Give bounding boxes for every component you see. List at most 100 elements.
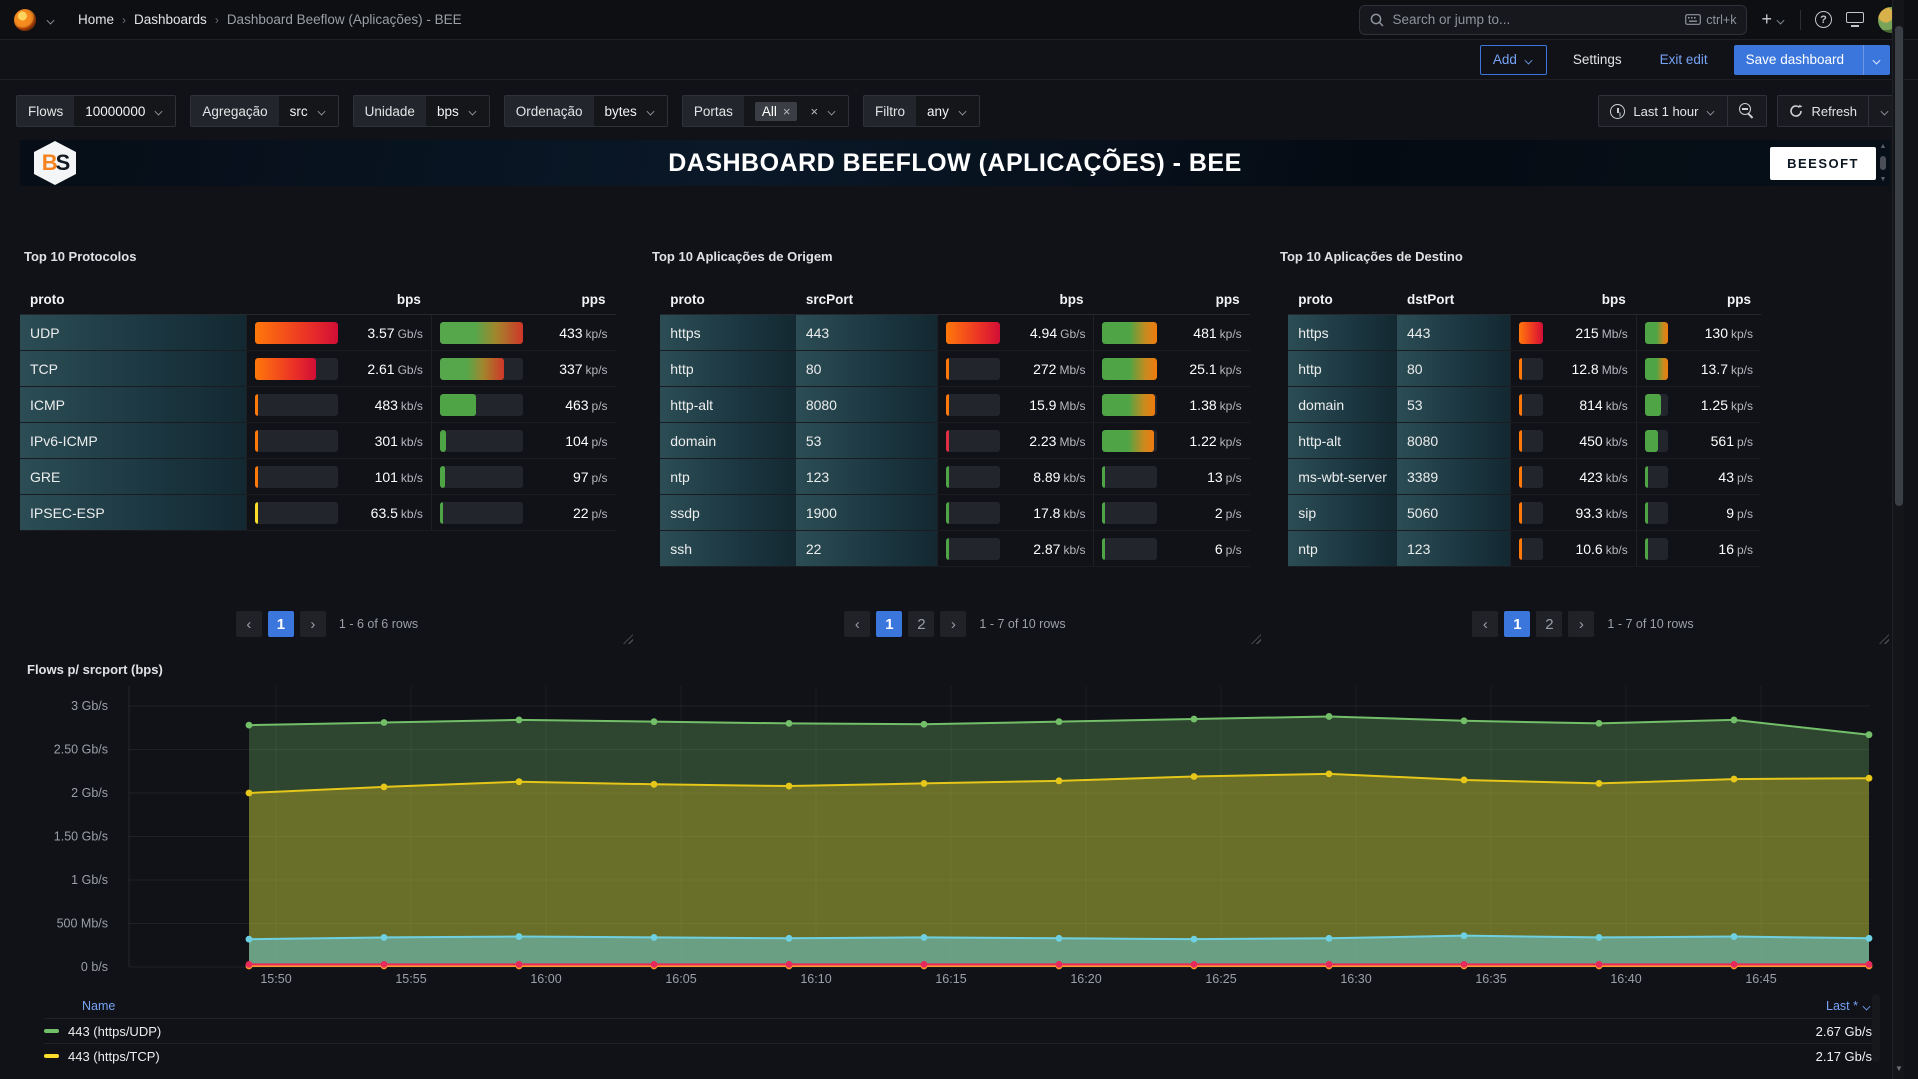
variable-select[interactable]: bytes [594,96,667,126]
pagination-prev-button[interactable]: ‹ [1472,611,1498,637]
variable-label: Agregação [191,96,278,126]
refresh-button[interactable]: Refresh [1778,96,1868,126]
scroll-up-icon[interactable]: ▲ [1880,143,1887,150]
pagination-next-button[interactable]: › [940,611,966,637]
table-row: IPSEC-ESP63.5kb/s22p/s [20,495,616,531]
gauge-track [255,430,338,452]
beesoft-button[interactable]: BEESOFT [1770,147,1876,180]
column-header-bps[interactable]: bps [1510,285,1635,314]
variable-select[interactable]: All×× [744,96,848,126]
refresh-picker[interactable]: Refresh [1777,95,1902,127]
column-header-pps[interactable]: pps [431,285,616,314]
port-cell: 8080 [796,387,937,422]
table-row: https4434.94Gb/s481kp/s [660,315,1249,351]
column-header-bps[interactable]: bps [937,285,1093,314]
legend-series-name[interactable]: 443 (https/TCP) [68,1049,160,1064]
pagination-prev-button[interactable]: ‹ [236,611,262,637]
gauge-track [1645,538,1668,560]
time-series-chart[interactable]: 0 b/s500 Mb/s1 Gb/s1.50 Gb/s2 Gb/s2.50 G… [20,682,1878,994]
proto-cell: ntp [660,459,796,494]
gauge-value: 4.94Gb/s [1009,325,1085,341]
table-row: UDP3.57Gb/s433kp/s [20,315,616,351]
settings-button[interactable]: Settings [1561,45,1634,75]
time-range-picker[interactable]: Last 1 hour [1598,95,1767,127]
breadcrumb-home[interactable]: Home [78,12,114,27]
svg-text:16:25: 16:25 [1205,972,1236,986]
pps-gauge-cell: 1.38kp/s [1093,387,1249,422]
pagination: ‹12›1 - 7 of 10 rows [648,611,1262,637]
help-icon[interactable]: ? [1815,11,1832,28]
add-menu-button[interactable]: + [1761,9,1786,30]
save-dashboard-button[interactable]: Save dashboard [1734,45,1890,75]
clock-icon [1610,104,1625,119]
table-row: domain532.23Mb/s1.22kp/s [660,423,1249,459]
gauge-track [1645,358,1668,380]
legend-scrollbar[interactable] [1872,994,1880,1062]
gauge-fill [1645,394,1662,416]
grafana-logo-icon[interactable] [14,9,36,31]
scrollbar-thumb[interactable] [1880,156,1886,170]
scroll-down-icon[interactable]: ▼ [1895,1064,1903,1073]
column-header-proto[interactable]: proto [1288,285,1397,314]
variable-select[interactable]: any [916,96,979,126]
pagination-page-2[interactable]: 2 [1536,611,1562,637]
table-row: GRE101kb/s97p/s [20,459,616,495]
pagination-page-1[interactable]: 1 [268,611,294,637]
bps-gauge-cell: 17.8kb/s [937,495,1093,530]
pagination-next-button[interactable]: › [1568,611,1594,637]
column-header-srcPort[interactable]: srcPort [796,285,937,314]
proto-cell: GRE [20,459,246,494]
search-icon [1370,13,1384,27]
gauge-value: 1.22kp/s [1166,433,1242,449]
gauge-track [440,394,523,416]
scroll-down-icon[interactable]: ▼ [1880,176,1887,183]
gauge-fill [1519,430,1522,452]
clear-all-icon[interactable]: × [810,105,818,118]
time-range-button[interactable]: Last 1 hour [1599,96,1727,126]
breadcrumb-dashboards[interactable]: Dashboards [134,12,207,27]
bps-gauge-cell: 814kb/s [1510,387,1635,422]
banner-scrollbar[interactable]: ▲ ▼ [1879,143,1887,183]
window-scrollbar[interactable]: ▼ [1892,0,1904,1079]
column-header-pps[interactable]: pps [1636,285,1761,314]
column-header-pps[interactable]: pps [1093,285,1249,314]
gauge-fill [1645,502,1648,524]
selected-option-chip[interactable]: All× [755,102,798,121]
bps-gauge-cell: 272Mb/s [937,351,1093,386]
scrollbar-thumb[interactable] [1895,26,1903,506]
remove-option-icon[interactable]: × [783,105,791,118]
pagination-next-button[interactable]: › [300,611,326,637]
search-input[interactable]: Search or jump to... ctrl+k [1359,5,1747,35]
legend-series-name[interactable]: 443 (https/UDP) [68,1024,161,1039]
svg-text:16:05: 16:05 [665,972,696,986]
variable-select[interactable]: src [279,96,338,126]
add-panel-button[interactable]: Add [1480,45,1547,75]
variable-select[interactable]: 10000000 [74,96,175,126]
pps-gauge-cell: 337kp/s [431,351,616,386]
gauge-value: 450kb/s [1552,433,1628,449]
chevron-down-icon[interactable] [46,15,56,25]
column-header-proto[interactable]: proto [20,285,246,314]
table-row: TCP2.61Gb/s337kp/s [20,351,616,387]
pagination-prev-button[interactable]: ‹ [844,611,870,637]
zoom-out-button[interactable] [1727,96,1766,126]
column-header-dstPort[interactable]: dstPort [1397,285,1510,314]
chevron-down-icon [646,106,656,116]
pagination-page-1[interactable]: 1 [1504,611,1530,637]
exit-edit-button[interactable]: Exit edit [1648,45,1720,75]
variable-select[interactable]: bps [426,96,489,126]
column-header-proto[interactable]: proto [660,285,796,314]
search-placeholder: Search or jump to... [1392,12,1677,27]
port-cell: 3389 [1397,459,1510,494]
table-row: http80272Mb/s25.1kp/s [660,351,1249,387]
column-header-bps[interactable]: bps [246,285,431,314]
proto-cell: http-alt [660,387,796,422]
pagination-page-1[interactable]: 1 [876,611,902,637]
legend-sort-header[interactable]: Last * [1826,999,1872,1013]
monitor-icon[interactable] [1846,12,1864,27]
pagination-page-2[interactable]: 2 [908,611,934,637]
gauge-track [1102,538,1156,560]
gauge-fill [440,430,446,452]
legend-name-header[interactable]: Name [82,999,115,1013]
save-options-button[interactable] [1863,45,1890,75]
